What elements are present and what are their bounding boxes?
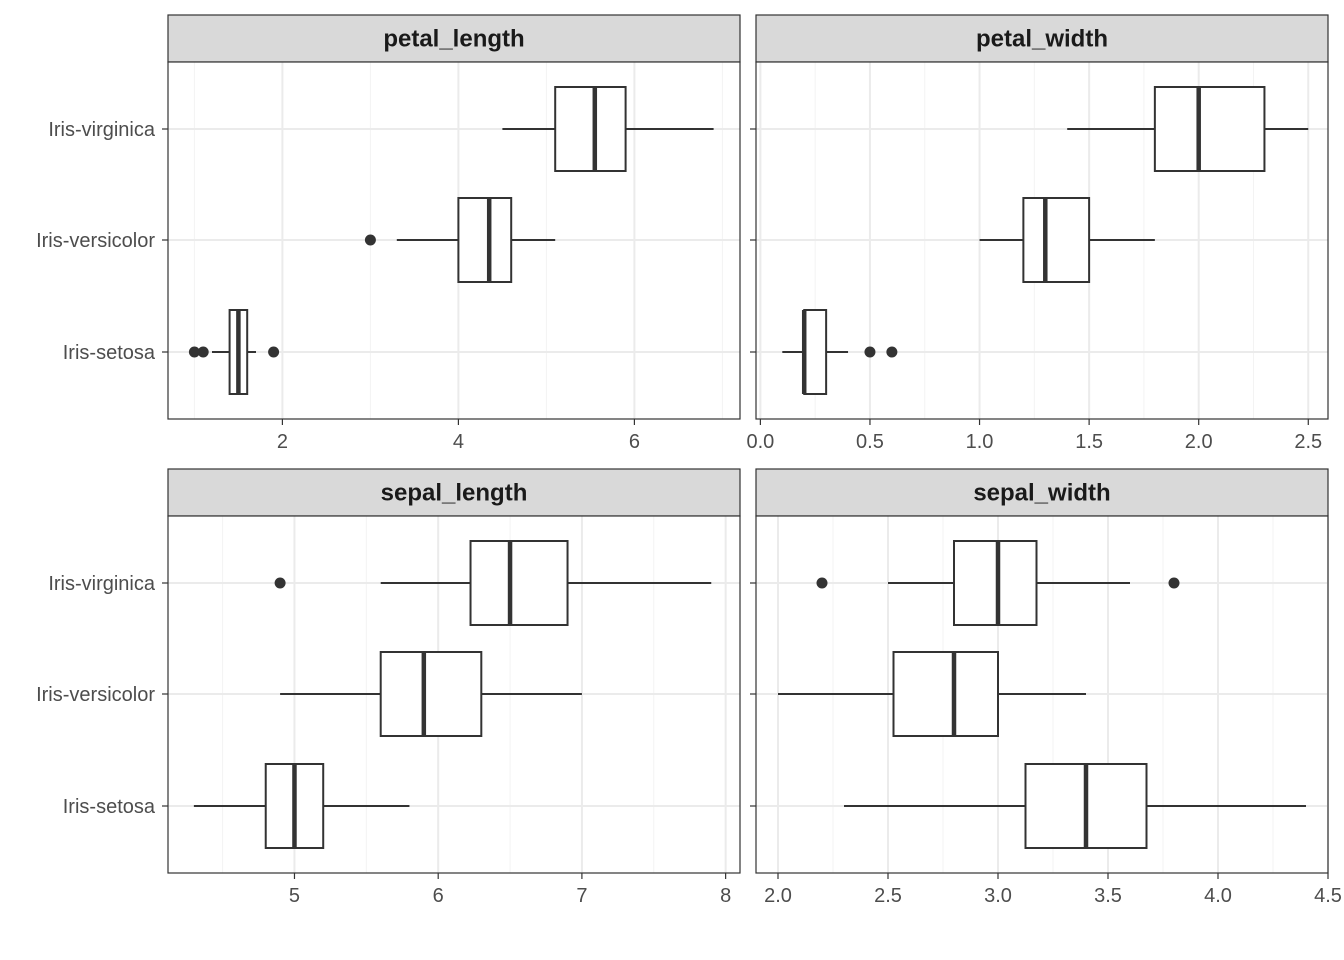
y-category-label: Iris-versicolor	[36, 230, 155, 252]
outlier-point	[274, 577, 286, 589]
outlier-point	[197, 346, 209, 358]
box-iqr	[1022, 197, 1091, 283]
x-tick-label: 1.5	[1075, 431, 1103, 453]
y-category-label: Iris-versicolor	[36, 684, 155, 706]
outlier-point	[886, 346, 898, 358]
x-tick-label: 0.0	[746, 431, 774, 453]
x-tick-label: 6	[433, 885, 444, 907]
x-tick-label: 0.5	[856, 431, 884, 453]
x-tick-label: 4.5	[1314, 885, 1342, 907]
box-iris-setosa	[844, 763, 1306, 849]
x-tick-label: 6	[629, 431, 640, 453]
box-iris-versicolor	[280, 651, 582, 737]
facet-panel-sepal-length: sepal_length 5 6 7 8 Iris-setosa Iris-versicol…	[36, 468, 741, 907]
box-iris-versicolor	[979, 197, 1155, 283]
x-tick-label: 2.5	[874, 885, 902, 907]
y-category-label: Iris-setosa	[63, 796, 156, 818]
outlier-point	[364, 234, 376, 246]
box-iris-setosa	[193, 763, 410, 849]
x-tick-label: 2.0	[1185, 431, 1213, 453]
box-iqr	[803, 309, 828, 395]
x-tick-label: 7	[576, 885, 587, 907]
box-iqr	[469, 540, 569, 626]
facet-strip	[755, 14, 1329, 63]
facet-strip	[167, 14, 741, 63]
x-tick-label: 5	[289, 885, 300, 907]
box-iqr	[1153, 86, 1266, 172]
x-tick-label: 3.5	[1094, 885, 1122, 907]
x-tick-label: 4.0	[1204, 885, 1232, 907]
box-iris-setosa	[188, 309, 280, 395]
outlier-point	[1168, 577, 1180, 589]
x-tick-label: 2.5	[1294, 431, 1322, 453]
box-iqr	[953, 540, 1038, 626]
facet-panel-petal-length: petal_length 2 4 6 Iris-setosa Iris-versicolo…	[36, 14, 741, 453]
box-iqr	[379, 651, 483, 737]
facet-strip-label: petal_width	[976, 26, 1108, 53]
facet-strip-label: sepal_width	[973, 480, 1110, 507]
box-iqr	[892, 651, 999, 737]
y-category-label: Iris-setosa	[63, 342, 156, 364]
x-tick-label: 3.0	[984, 885, 1012, 907]
outlier-point	[816, 577, 828, 589]
facet-panel-sepal-width: sepal_width 2.0 2.5 3.0 3.5 4.0 4.5	[750, 468, 1342, 907]
facet-panel-petal-width: petal_width 0.0 0.5 1.0 1.5 2.0 2.5	[746, 14, 1329, 453]
outlier-point	[268, 346, 280, 358]
outlier-point	[188, 346, 200, 358]
outlier-point	[864, 346, 876, 358]
box-iris-virginica	[502, 86, 714, 172]
box-iqr	[457, 197, 513, 283]
facet-strip	[755, 468, 1329, 517]
x-tick-label: 2	[277, 431, 288, 453]
y-category-label: Iris-virginica	[48, 573, 156, 595]
facet-strip-label: sepal_length	[381, 480, 528, 507]
x-tick-label: 2.0	[764, 885, 792, 907]
box-iris-setosa	[782, 309, 898, 395]
x-tick-label: 1.0	[966, 431, 994, 453]
y-category-label: Iris-virginica	[48, 119, 156, 141]
x-tick-label: 4	[453, 431, 464, 453]
facet-strip-label: petal_length	[383, 26, 524, 53]
box-iris-versicolor	[778, 651, 1086, 737]
box-iqr	[554, 86, 627, 172]
box-iris-virginica	[816, 540, 1180, 626]
x-tick-label: 8	[720, 885, 731, 907]
box-iris-virginica	[1067, 86, 1309, 172]
box-iris-virginica	[274, 540, 712, 626]
box-iris-versicolor	[364, 197, 556, 283]
